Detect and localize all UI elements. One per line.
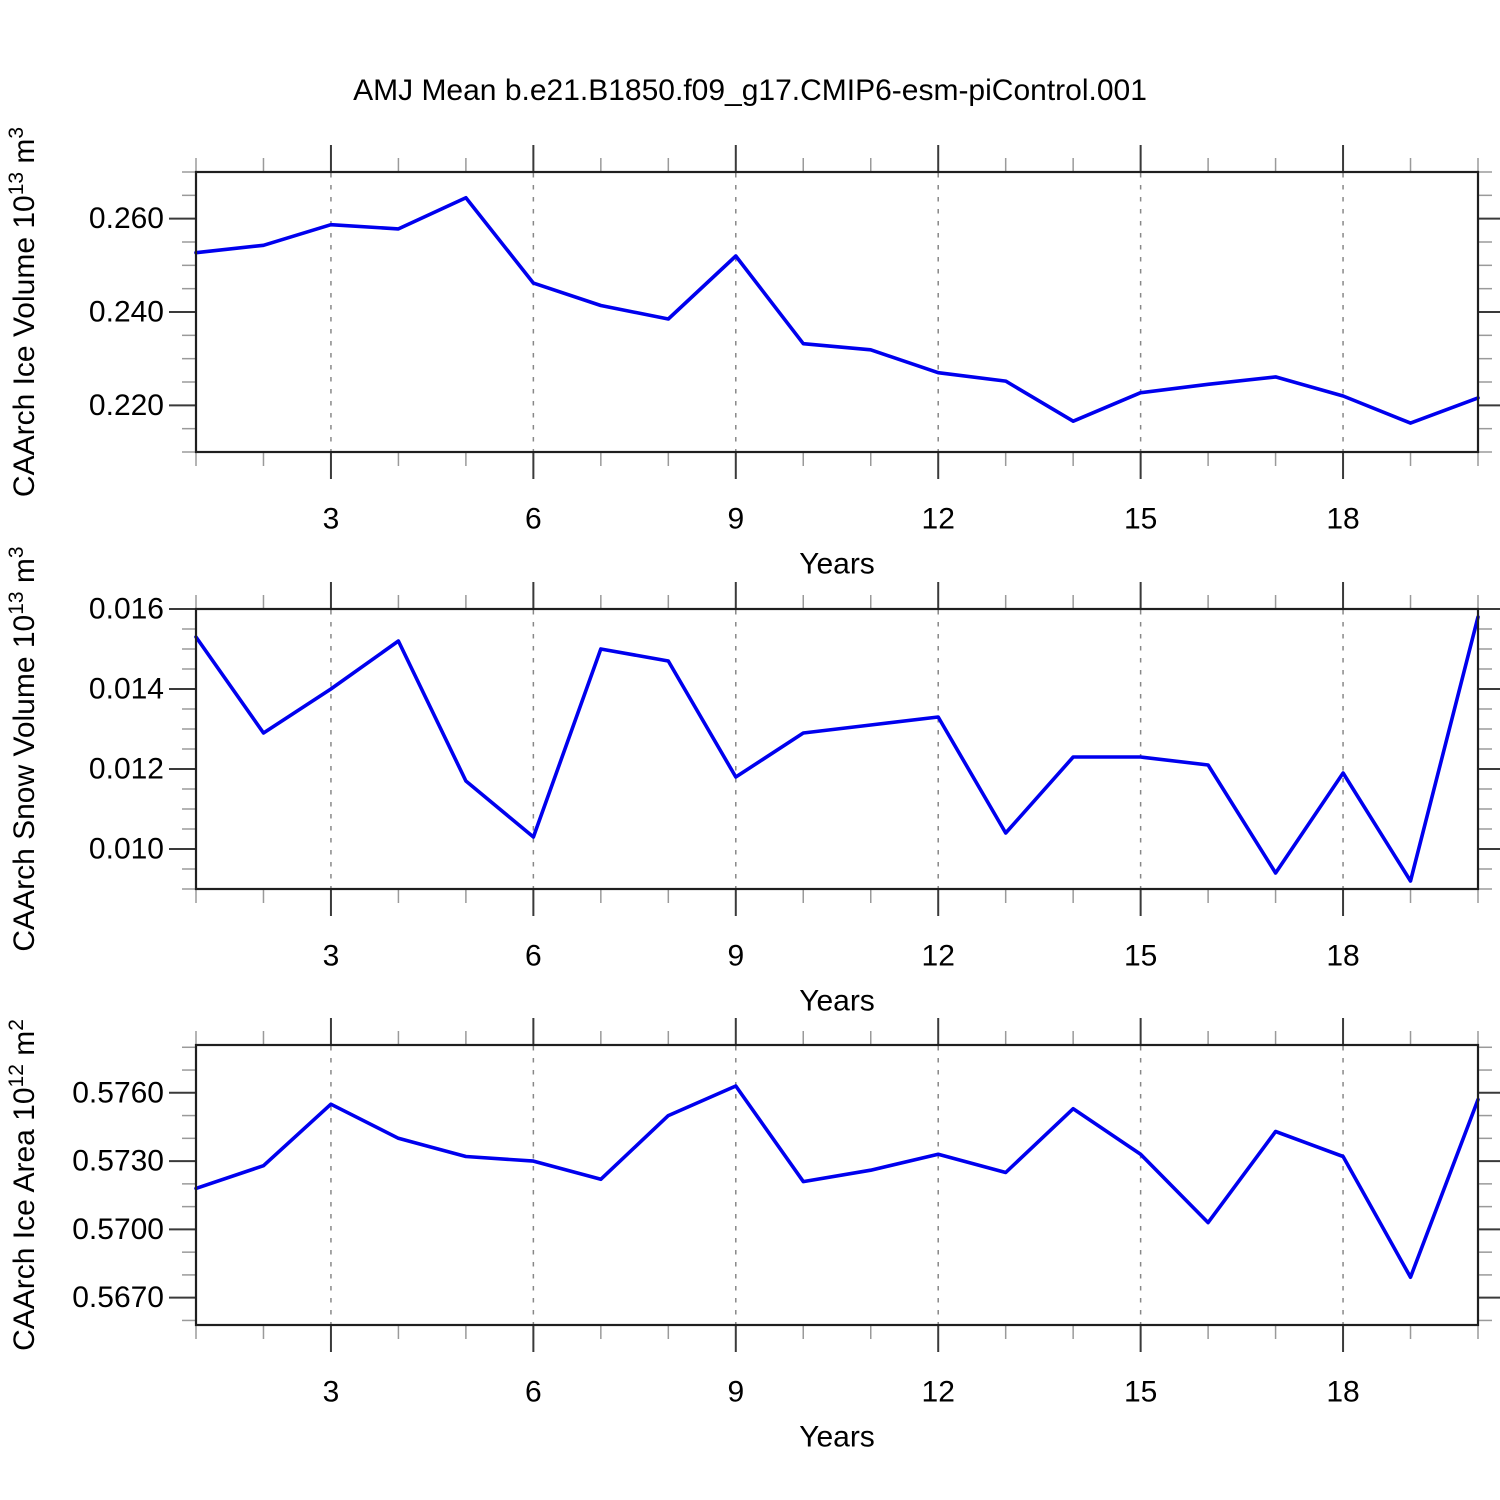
x-tick-label: 3 [323,503,340,536]
x-tick-label: 3 [323,940,340,973]
y-axis-title: CAArch Snow Volume 1013​ m3​ [5,546,41,951]
x-tick-label: 15 [1124,503,1157,536]
plot-box [194,1043,1480,1327]
y-tick-label: 0.010 [89,833,164,866]
ice-area-chart: 0.5760 0.5730 0.5700 0.5670 3 6 9 12 15 18 Years CA… [5,1018,1500,1454]
ice-volume-series-line [194,195,1480,425]
x-tick-label: 18 [1326,940,1359,973]
y-axis-title: CAArch Ice Area 1012​ m2​ [5,1019,41,1351]
ice-area-series-line [194,1084,1480,1279]
plot-box [194,170,1480,454]
x-axis-title: Years [799,1421,875,1454]
x-tick-label: 18 [1326,503,1359,536]
y-axis-title: CAArch Ice Volume 1013​ m3​ [5,127,41,497]
x-tick-label: 12 [922,940,955,973]
figure-title: AMJ Mean b.e21.B1850.f09_g17.CMIP6-esm-p… [353,74,1147,107]
x-axis-title: Years [799,985,875,1018]
x-tick-label: 6 [525,1376,542,1409]
x-tick-label: 6 [525,940,542,973]
y-tick-label: 0.016 [89,593,164,626]
x-tick-label: 15 [1124,940,1157,973]
ice-volume-chart: 0.260 0.240 0.220 3 6 9 12 15 18 Years CAArch Ice … [5,127,1500,581]
plot-box [194,607,1480,891]
x-tick-label: 6 [525,503,542,536]
y-tick-label: 0.5670 [72,1281,164,1314]
x-tick-label: 18 [1326,1376,1359,1409]
y-tick-label: 0.014 [89,673,164,706]
y-tick-label: 0.5760 [72,1076,164,1109]
y-tick-label: 0.220 [89,389,164,422]
y-tick-label: 0.5700 [72,1213,164,1246]
x-tick-label: 9 [727,503,744,536]
x-axis-title: Years [799,548,875,581]
x-tick-label: 15 [1124,1376,1157,1409]
y-tick-label: 0.260 [89,202,164,235]
x-tick-label: 9 [727,1376,744,1409]
y-tick-label: 0.240 [89,296,164,329]
x-tick-label: 12 [922,1376,955,1409]
x-tick-label: 12 [922,503,955,536]
y-tick-label: 0.5730 [72,1145,164,1178]
snow-volume-series-line [194,615,1480,883]
y-tick-label: 0.012 [89,753,164,786]
x-tick-label: 9 [727,940,744,973]
snow-volume-chart: 0.016 0.014 0.012 0.010 3 6 9 12 15 18 Years CAArch… [5,546,1500,1018]
x-tick-label: 3 [323,1376,340,1409]
